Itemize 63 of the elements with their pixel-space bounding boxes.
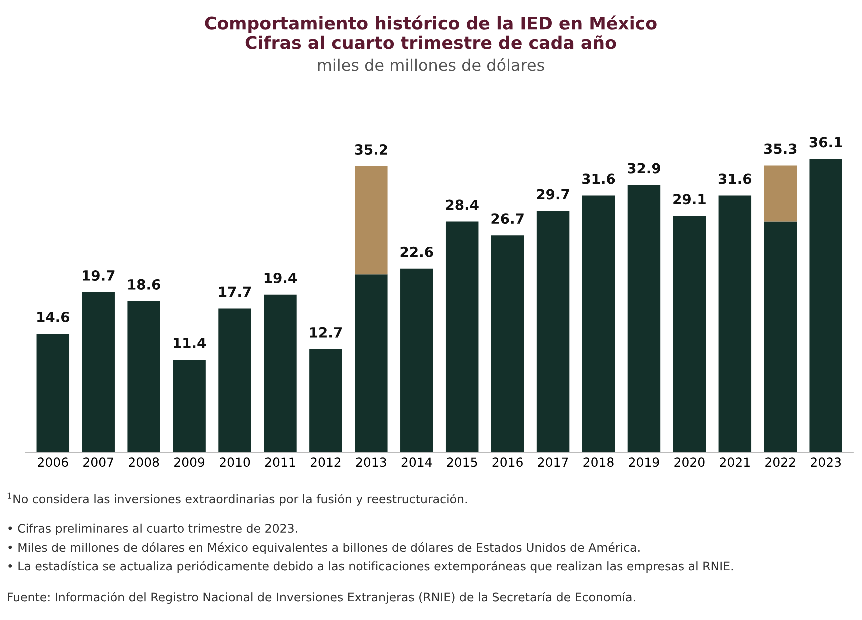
data-label: 11.4 <box>174 338 206 348</box>
bar <box>355 166 388 275</box>
total-label: 35.2 <box>355 144 388 156</box>
text: • Cifras preliminares al cuarto trimestre de 2023. <box>8 524 298 536</box>
chart-title: Comportamiento histórico de la IED en México Cifras al cuarto trimestre de cada año <box>205 16 657 50</box>
bar <box>264 294 297 453</box>
x-tick-label: 2008 <box>129 458 160 468</box>
x-tick-label: 2010 <box>220 458 250 468</box>
data-label: 22.6 <box>400 246 434 258</box>
total-label: 35.3 <box>764 144 797 154</box>
bar <box>764 222 797 453</box>
data-label: 29.1 <box>674 194 706 205</box>
data-label: 17.7 <box>219 286 252 298</box>
data-label: 19.7 <box>83 270 115 281</box>
bar <box>718 196 752 453</box>
data-label: 19.4 <box>264 272 297 284</box>
text: $^{1}$No considera las inversiones extraordinarias por la fusión y reestructuración. <box>8 492 468 506</box>
x-tick-label: 2006 <box>38 458 68 468</box>
bar <box>810 159 842 453</box>
x-tick-label: 2016 <box>492 458 523 468</box>
data-label: 26.7 <box>492 214 524 224</box>
data-label: 29.7 <box>537 189 570 200</box>
x-tick-label: 2009 <box>174 458 205 468</box>
x-tick-label: 2021 <box>720 458 750 468</box>
bar <box>310 349 342 453</box>
x-tick-label: 2019 <box>629 458 660 468</box>
bar <box>355 274 388 453</box>
x-tick-label: 2015 <box>447 458 478 468</box>
x-tick-label: 2017 <box>538 458 568 468</box>
text: • La estadística se actualiza periódicamente debido a las notificaciones extemporáneas que realizan las empresas al RNIE. <box>8 561 734 573</box>
bar <box>218 308 252 453</box>
bar <box>36 334 70 453</box>
data-label: 28.4 <box>446 200 479 210</box>
bar <box>173 360 206 453</box>
bar <box>82 292 115 453</box>
x-tick-label: 2011 <box>265 458 296 468</box>
data-label: 32.9 <box>628 163 660 174</box>
x-tick-label: 2014 <box>402 458 432 468</box>
x-tick-label: 2023 <box>811 458 842 468</box>
bar <box>628 185 661 453</box>
x-tick-label: 2012 <box>310 458 341 468</box>
x-tick-label: 2018 <box>584 458 614 468</box>
data-label: 36.1 <box>810 137 842 148</box>
x-tick-label: 2022 <box>766 458 796 468</box>
data-label: 31.6 <box>718 174 752 184</box>
source-note: Fuente: Información del Registro Nacional de Inversiones Extranjeras (RNIE) de la Secretaría de Economía. <box>8 592 636 604</box>
text: • Miles de millones de dólares en México equivalentes a billones de dólares de Estados Unidos de América. <box>8 542 640 554</box>
x-tick-label: 2020 <box>674 458 705 468</box>
bar <box>400 268 434 453</box>
data-label: 18.6 <box>128 279 160 290</box>
bar <box>536 211 570 453</box>
bar <box>582 196 616 453</box>
bar <box>128 301 160 453</box>
data-label: 12.7 <box>310 327 342 338</box>
bar <box>491 236 524 453</box>
x-tick-label: 2013 <box>356 458 386 468</box>
data-label: 14.6 <box>38 312 70 322</box>
chart-subtitle: miles de millones de dólares <box>318 58 544 72</box>
bar <box>673 216 706 453</box>
data-label: 31.6 <box>582 174 616 184</box>
bar <box>446 222 479 453</box>
bar <box>764 166 797 222</box>
x-tick-label: 2007 <box>84 458 114 468</box>
